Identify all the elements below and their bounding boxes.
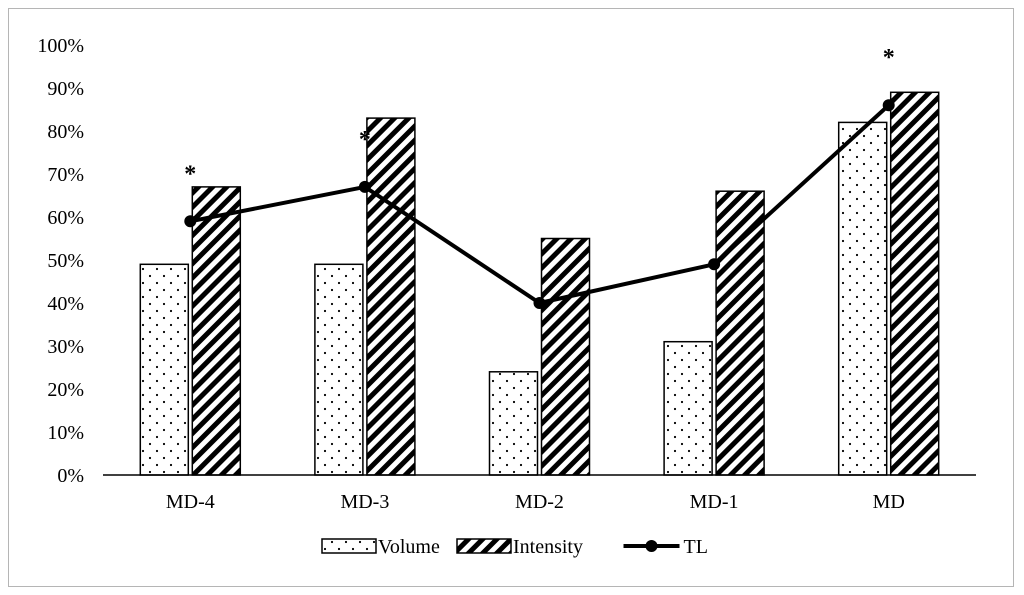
intensity-bar: [889, 91, 940, 476]
x-tick-label: MD-3: [340, 491, 389, 513]
intensity-legend-swatch: [456, 538, 512, 554]
significance-star: *: [883, 45, 895, 71]
tl-point: [708, 258, 721, 271]
tl-point: [882, 99, 895, 112]
intensity-bar: [191, 186, 242, 476]
volume-bar: [663, 340, 713, 476]
y-tick-label: 50%: [47, 250, 84, 272]
x-tick-label: MD-1: [690, 491, 739, 513]
legend-label: Intensity: [513, 536, 583, 558]
y-tick-label: 100%: [37, 35, 84, 57]
tl-point: [533, 297, 546, 309]
x-tick-label: MD: [873, 491, 905, 513]
y-tick-label: 40%: [47, 293, 84, 315]
legend-label: Volume: [378, 536, 440, 558]
legend-label: TL: [684, 536, 708, 558]
legend: Volume Intensity TL: [321, 536, 708, 558]
y-tick-label: 20%: [47, 379, 84, 401]
y-tick-label: 80%: [47, 121, 84, 143]
significance-markers: * * *: [184, 45, 894, 187]
y-tick-label: 70%: [47, 164, 84, 186]
y-tick-label: 60%: [47, 207, 84, 229]
volume-bar: [139, 263, 190, 476]
volume-bar: [837, 121, 888, 476]
y-tick-label: 10%: [47, 422, 84, 444]
y-tick-label: 90%: [47, 78, 84, 100]
intensity-bar: [366, 117, 416, 476]
tl-line: [189, 103, 891, 305]
y-axis-ticks: 0% 10% 20% 30% 40% 50% 60% 70% 80% 90% 100%: [37, 35, 84, 487]
x-axis-ticks: MD-4 MD-3 MD-2 MD-1 MD: [166, 491, 905, 513]
significance-star: *: [359, 127, 371, 153]
x-tick-label: MD-2: [515, 491, 564, 513]
tl-legend-marker: [645, 540, 658, 552]
tl-line-series: [184, 99, 895, 309]
volume-legend-swatch: [321, 538, 377, 554]
tl-point: [358, 180, 371, 193]
bars: [139, 91, 940, 476]
volume-bar: [314, 263, 364, 476]
significance-star: *: [184, 161, 196, 187]
y-tick-label: 0%: [57, 465, 84, 487]
x-tick-label: MD-4: [166, 491, 215, 513]
intensity-bar: [540, 237, 591, 476]
y-tick-label: 30%: [47, 336, 84, 358]
intensity-bar: [715, 190, 765, 476]
volume-bar: [488, 371, 539, 476]
tl-point: [184, 215, 197, 228]
